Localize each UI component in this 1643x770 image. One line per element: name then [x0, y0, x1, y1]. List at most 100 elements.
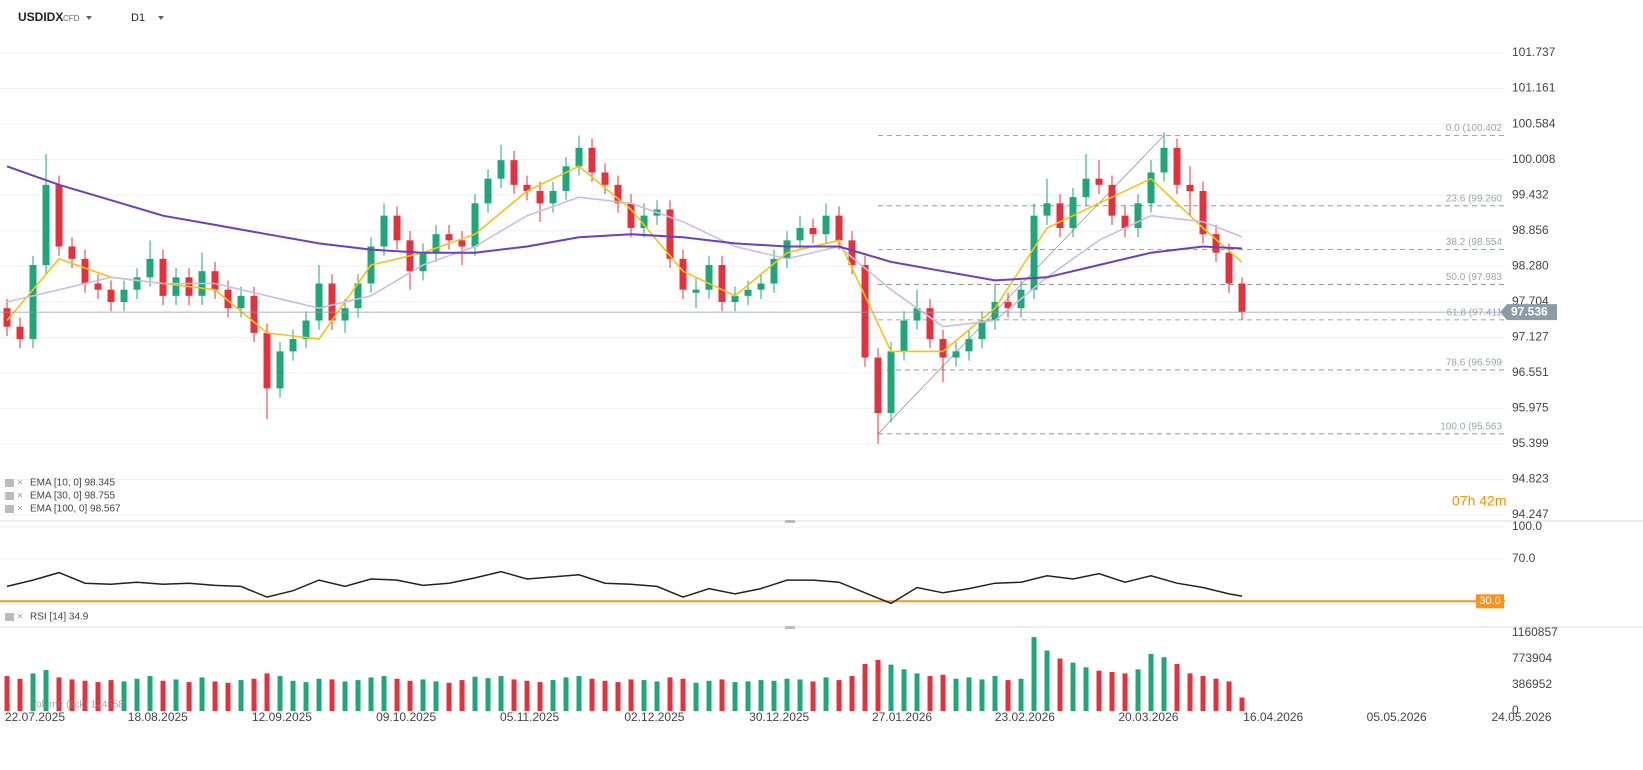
volume-bar: [732, 682, 738, 711]
candle-body: [562, 166, 570, 191]
volume-bar: [667, 677, 673, 711]
fib-label: 38.2 (98.554: [1446, 237, 1503, 248]
candle-body: [172, 277, 180, 296]
volume-bar: [82, 680, 88, 711]
candle-body: [380, 215, 388, 247]
volume-bar: [160, 680, 166, 711]
bar-countdown: 07h 42m: [1452, 493, 1506, 509]
candle-body: [1238, 283, 1246, 312]
y-tick-label: 99.432: [1512, 187, 1549, 201]
candle-body: [679, 258, 687, 290]
candle-body: [1160, 147, 1168, 173]
x-tick-label: 20.03.2026: [1118, 710, 1178, 724]
volume-bar: [888, 664, 894, 711]
candle-body: [29, 265, 37, 340]
volume-bar: [706, 680, 712, 711]
ema-line: [6, 165, 1243, 282]
volume-bar: [914, 673, 920, 711]
volume-bar: [303, 682, 309, 711]
resize-grip[interactable]: [785, 520, 795, 523]
candle-body: [627, 203, 635, 228]
candle-body: [55, 184, 63, 247]
candle-body: [614, 184, 622, 204]
timeframe[interactable]: D1: [131, 12, 145, 24]
y-tick-label: 100.0: [1512, 519, 1542, 533]
legend-close: ×: [17, 504, 23, 515]
y-tick-label: 101.737: [1512, 45, 1556, 59]
fib-label: 23.6 (99.260: [1446, 193, 1503, 204]
candle-body: [1134, 203, 1142, 228]
volume-bar: [589, 678, 595, 711]
symbol-dropdown[interactable]: [86, 16, 92, 20]
candle-body: [1225, 252, 1233, 284]
fib-label: 100.0 (95.563: [1440, 421, 1502, 432]
y-tick-label: 98.280: [1512, 258, 1549, 272]
resize-grip[interactable]: [785, 626, 795, 629]
volume-bar: [654, 681, 660, 711]
y-tick-label: 94.247: [1512, 507, 1549, 521]
fib-label: 50.0 (97.983: [1446, 272, 1503, 283]
candle-body: [68, 246, 76, 259]
volume-bar: [381, 676, 387, 711]
volume-bar: [641, 680, 647, 711]
volume-bar: [602, 680, 608, 711]
fib-label: 61.8 (97.411: [1447, 307, 1503, 318]
symbol[interactable]: USDIDX: [18, 10, 63, 24]
volume-bar: [199, 677, 205, 711]
volume-bar: [355, 680, 361, 711]
volume-bar: [1148, 653, 1154, 711]
y-tick-label: 94.823: [1512, 472, 1549, 486]
volume-bar: [1213, 678, 1219, 711]
rsi-level-badge: [1476, 594, 1504, 609]
volume-bar: [1083, 667, 1089, 711]
legend-close: ×: [17, 612, 23, 623]
candle-body: [315, 283, 323, 321]
candle-body: [1173, 147, 1181, 185]
legend-entry: Volume (tick) 124558: [30, 700, 124, 711]
y-tick-label: 0: [1512, 703, 1519, 717]
candle-body: [341, 308, 349, 321]
volume-bar: [862, 663, 868, 711]
x-tick-label: 16.04.2026: [1243, 710, 1303, 724]
candle-body: [302, 320, 310, 340]
y-tick-label: 96.551: [1512, 365, 1549, 379]
volume-bar: [979, 679, 985, 711]
candle-body: [757, 283, 765, 290]
candle-body: [1121, 215, 1129, 228]
timeframe-dropdown[interactable]: [158, 16, 164, 20]
volume-bar: [433, 681, 439, 711]
volume-bar: [394, 678, 400, 711]
market-type: CFD: [63, 14, 80, 23]
volume-bar: [147, 676, 153, 711]
rsi-level-label: 30.0: [1479, 595, 1500, 607]
volume-bar: [537, 682, 543, 711]
volume-bar: [1135, 669, 1141, 711]
volume-bar: [966, 677, 972, 711]
candle-body: [848, 240, 856, 266]
candle-body: [211, 271, 219, 290]
candle-body: [471, 203, 479, 247]
candle-body: [913, 308, 921, 321]
volume-bar: [485, 678, 491, 711]
volume-bar: [1031, 637, 1037, 711]
candle-body: [939, 339, 947, 358]
volume-bar: [940, 674, 946, 711]
candle-body: [1186, 184, 1194, 191]
volume-bar: [550, 680, 556, 711]
candle-body: [666, 209, 674, 259]
fib-label: 78.6 (96.599: [1446, 358, 1503, 369]
volume-bar: [953, 678, 959, 711]
candle-body: [991, 302, 999, 321]
volume-bar: [17, 678, 23, 711]
volume-bar: [420, 679, 426, 711]
volume-bar: [992, 676, 998, 711]
candle-body: [1147, 172, 1155, 204]
candle-body: [16, 326, 24, 340]
x-tick-label: 30.12.2025: [749, 710, 809, 724]
last-price-badge: [1500, 304, 1557, 321]
y-tick-label: 95.399: [1512, 436, 1549, 450]
fib-label: 0.0 (100.402: [1446, 123, 1503, 134]
volume-bar: [771, 680, 777, 711]
volume-bar: [719, 679, 725, 711]
